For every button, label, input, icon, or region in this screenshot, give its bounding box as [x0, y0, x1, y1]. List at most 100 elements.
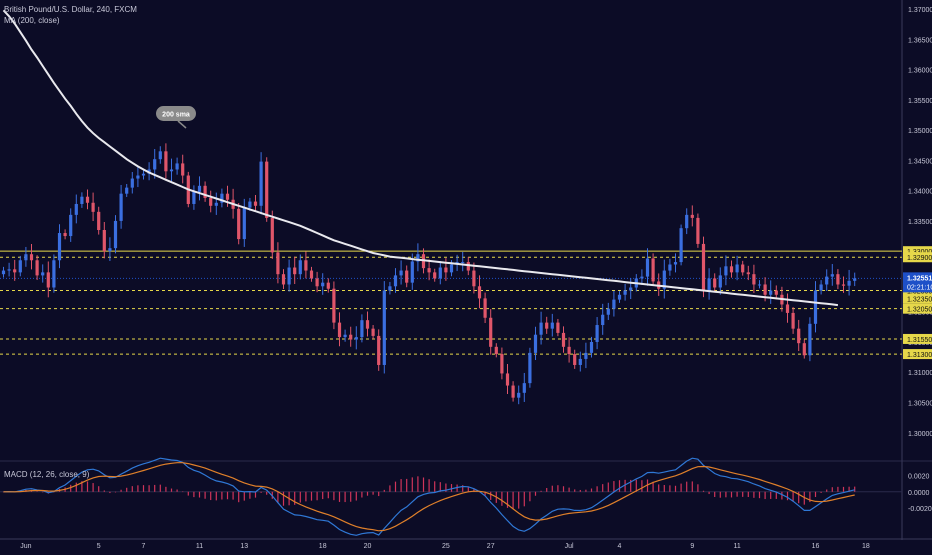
candle-body — [209, 197, 213, 206]
candle-body — [242, 207, 246, 240]
candle-body — [500, 354, 504, 374]
candle-body — [164, 151, 168, 172]
candle-body — [102, 230, 106, 252]
macd-hist-bar — [383, 489, 385, 492]
time-tick-label: Jul — [565, 543, 574, 550]
macd-hist-bar — [630, 479, 632, 492]
symbol-legend: British Pound/U.S. Dollar, 240, FXCM — [4, 5, 137, 14]
candle-body — [466, 262, 470, 271]
macd-hist-bar — [226, 491, 229, 500]
macd-hist-bar — [596, 486, 598, 492]
macd-hist-bar — [719, 491, 721, 498]
macd-hist-bar — [854, 486, 856, 492]
macd-hist-bar — [641, 480, 643, 492]
macd-hist-bar — [652, 481, 654, 492]
time-tick-label: Jun — [20, 543, 31, 550]
macd-hist-bar — [389, 485, 391, 492]
candle-body — [377, 335, 381, 365]
macd-hist-bar — [327, 491, 329, 499]
candle-body — [713, 278, 717, 288]
macd-hist-bar — [81, 481, 83, 492]
macd-hist-bar — [501, 491, 503, 506]
macd-hist-bar — [406, 478, 408, 492]
macd-hist-bar — [585, 489, 587, 492]
macd-hist-bar — [366, 491, 369, 496]
candle-body — [629, 287, 633, 291]
candle-body — [225, 193, 230, 200]
level-price-label: 1.31300 — [907, 352, 932, 359]
macd-hist-bar — [568, 487, 570, 492]
candle-body — [393, 275, 398, 287]
candle-body — [52, 260, 56, 288]
candle-body — [130, 178, 134, 188]
time-tick-label: 18 — [862, 543, 870, 550]
annotation-pointer — [177, 120, 187, 129]
macd-hist-bar — [691, 481, 693, 492]
price-tick-label: 1.35500 — [908, 98, 932, 105]
candle-body — [522, 383, 526, 393]
macd-tick-label: 0.0000 — [908, 490, 930, 497]
macd-hist-bar — [546, 488, 548, 492]
macd-hist-bar — [148, 485, 150, 492]
candle-body — [253, 201, 258, 206]
candle-body — [707, 278, 711, 291]
candle-body — [427, 268, 431, 273]
candle-body — [287, 267, 291, 285]
candle-body — [589, 341, 594, 353]
macd-hist-bar — [473, 489, 475, 492]
candle-body — [444, 267, 448, 273]
candle-body — [741, 264, 745, 273]
macd-hist-bar — [809, 491, 811, 503]
candle-body — [248, 201, 252, 208]
candle-body — [349, 334, 353, 340]
price-tick-label: 1.31000 — [908, 370, 932, 377]
time-tick-label: 9 — [690, 543, 694, 550]
macd-hist-bar — [310, 491, 313, 501]
candle-body — [505, 373, 510, 386]
macd-hist-bar — [120, 489, 122, 492]
candle-body — [13, 269, 17, 273]
macd-hist-bar — [361, 491, 363, 498]
candle-body — [623, 290, 627, 295]
candle-body — [556, 322, 560, 333]
sma-annotation: 200 sma — [156, 106, 196, 129]
macd-hist-bar — [646, 479, 649, 492]
ma200-line — [2, 9, 839, 307]
macd-hist-bar — [680, 483, 682, 492]
candle-body — [533, 334, 538, 353]
candle-body — [645, 258, 650, 277]
candle-body — [433, 272, 437, 279]
macd-hist-bar — [658, 484, 660, 492]
candle-body — [701, 243, 706, 291]
candle-body — [729, 266, 734, 273]
candle-body — [410, 261, 414, 283]
candle-body — [528, 352, 532, 384]
candle-body — [735, 264, 739, 273]
candle-body — [69, 214, 73, 237]
candle-body — [785, 304, 790, 313]
macd-hist-bar — [322, 491, 324, 500]
price-tick-label: 1.36500 — [908, 37, 932, 44]
macd-hist-bar — [848, 486, 850, 492]
candle-body — [276, 252, 280, 275]
candle-body — [696, 217, 700, 244]
candle-body — [578, 358, 582, 365]
time-tick-label: 5 — [97, 543, 101, 550]
macd-hist-bar — [221, 491, 223, 500]
candle-body — [802, 343, 806, 356]
candle-body — [791, 312, 795, 329]
macd-hist-bar — [299, 491, 301, 503]
macd-hist-bar — [814, 491, 817, 497]
macd-hist-bar — [170, 488, 173, 492]
time-tick-label: 25 — [442, 543, 450, 550]
candle-body — [685, 214, 689, 229]
macd-hist-bar — [534, 491, 537, 496]
macd-hist-bar — [193, 491, 195, 498]
macd-hist-bar — [613, 481, 615, 492]
candle-body — [371, 328, 375, 336]
macd-hist-bar — [338, 491, 341, 502]
macd-hist-bar — [490, 491, 492, 500]
